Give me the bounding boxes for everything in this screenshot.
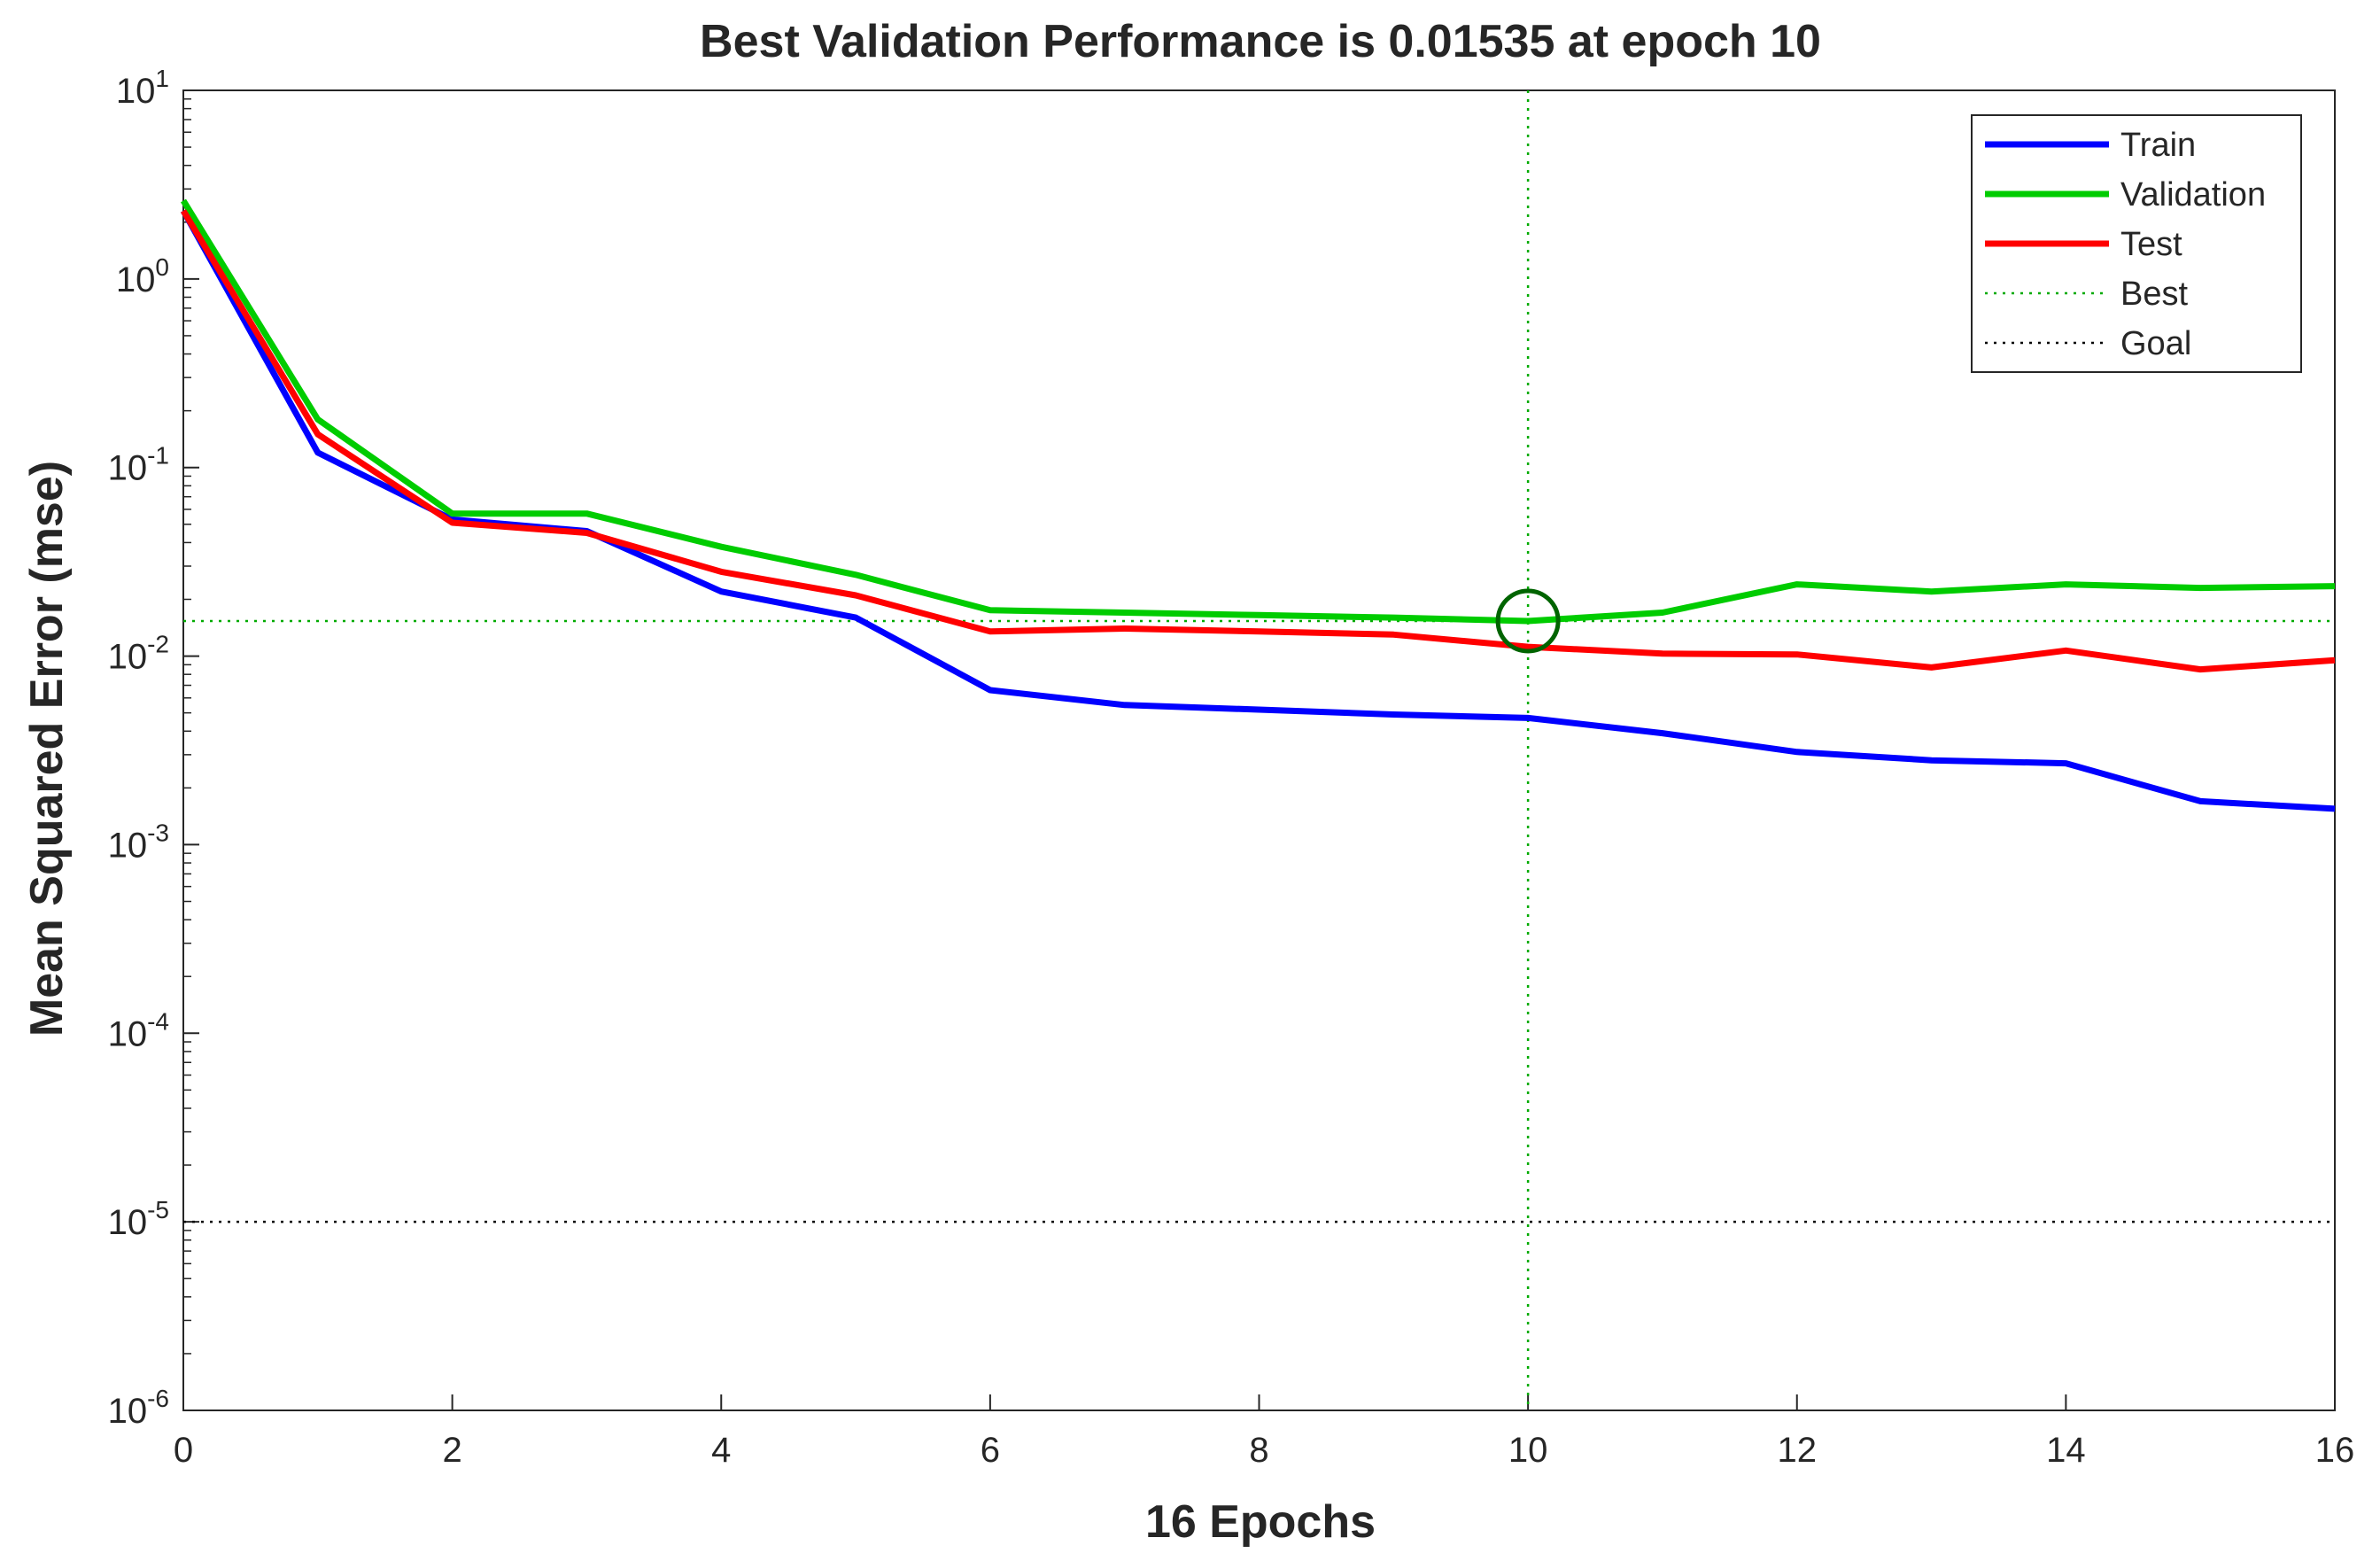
- y-axis-label: Mean Squared Error (mse): [21, 461, 73, 1037]
- legend-label-best: Best: [2120, 276, 2188, 313]
- y-tick-label: 101: [116, 65, 169, 111]
- x-tick-label: 8: [1249, 1431, 1268, 1470]
- y-tick-label: 10-6: [108, 1385, 169, 1431]
- x-tick-label: 2: [443, 1431, 462, 1470]
- x-axis-label: 16 Epochs: [1145, 1496, 1376, 1548]
- x-tick-label: 6: [981, 1431, 1000, 1470]
- x-tick-label: 4: [711, 1431, 731, 1470]
- legend: Train Validation Test Best Goal: [1971, 114, 2302, 373]
- y-tick-label: 10-3: [108, 819, 169, 865]
- legend-label-test: Test: [2120, 226, 2182, 263]
- x-tick-label: 16: [2315, 1431, 2355, 1470]
- x-tick-label: 10: [1508, 1431, 1548, 1470]
- legend-label-train: Train: [2120, 127, 2196, 164]
- plot-area: 0 2 4 6 8 10 12 14 16 101 100 10-1 10-2 10-3 10-4 10-5 1…: [108, 65, 2355, 1470]
- x-tick-label: 12: [1778, 1431, 1818, 1470]
- best-marker: [1495, 588, 1561, 654]
- series-line-test: [181, 209, 2336, 673]
- legend-label-goal: Goal: [2120, 325, 2191, 362]
- series-line-validation: [181, 198, 2336, 625]
- y-tick-label: 10-1: [108, 442, 169, 488]
- x-tick-label: 0: [174, 1431, 193, 1470]
- chart-title: Best Validation Performance is 0.01535 a…: [700, 16, 1821, 67]
- y-tick-label: 100: [116, 253, 169, 299]
- legend-label-validation: Validation: [2120, 176, 2266, 214]
- y-tick-label: 10-2: [108, 631, 169, 677]
- x-tick-label: 14: [2046, 1431, 2086, 1470]
- y-tick-label: 10-5: [108, 1196, 169, 1242]
- y-tick-label: 10-4: [108, 1007, 169, 1053]
